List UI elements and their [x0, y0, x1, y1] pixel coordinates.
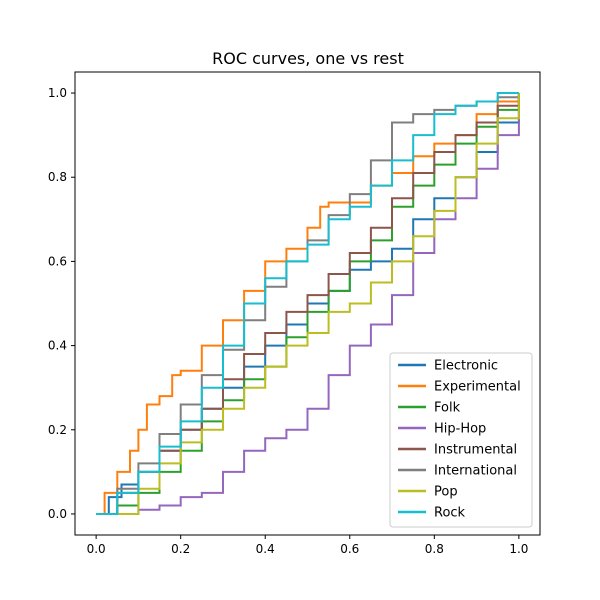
x-tick-label: 0.4 — [256, 542, 275, 556]
x-tick-label: 0.2 — [171, 542, 190, 556]
y-tick-label: 1.0 — [48, 86, 67, 100]
y-tick-label: 0.2 — [48, 423, 67, 437]
y-tick-label: 0.8 — [48, 170, 67, 184]
x-tick-label: 0.0 — [87, 542, 106, 556]
legend: Electronic Experimental Folk Hip-Hop Instrum… — [389, 352, 533, 528]
y-tick-label: 0.4 — [48, 339, 67, 353]
series-line-instrumental — [96, 93, 520, 515]
y-tick-label: 0.6 — [48, 254, 67, 268]
legend-label-instrumental: Instrumental — [434, 443, 517, 458]
legend-label-experimental: Experimental — [434, 380, 521, 395]
legend-box — [389, 352, 533, 528]
legend-label-rock: Rock — [434, 506, 466, 521]
series-line-rock — [96, 92, 519, 515]
axes: 0.0 0.2 0.4 0.6 0.8 1.0 0.0 0.2 0.4 0.6 0.8 1.0 — [48, 71, 541, 556]
series-line-experimental — [96, 93, 520, 515]
x-tick-label: 0.8 — [425, 542, 444, 556]
legend-label-pop: Pop — [434, 485, 458, 500]
chart-title: ROC curves, one vs rest — [212, 49, 404, 68]
legend-label-international: International — [434, 464, 517, 479]
series-line-pop — [96, 93, 520, 515]
x-tick-label: 1.0 — [509, 542, 528, 556]
axes-frame — [74, 71, 541, 536]
x-tick-label: 0.6 — [340, 542, 359, 556]
legend-label-folk: Folk — [434, 401, 461, 416]
plot-area — [96, 92, 520, 515]
legend-label-electronic: Electronic — [434, 359, 498, 374]
legend-label-hip-hop: Hip-Hop — [434, 422, 486, 437]
y-tick-label: 0.0 — [48, 507, 67, 521]
